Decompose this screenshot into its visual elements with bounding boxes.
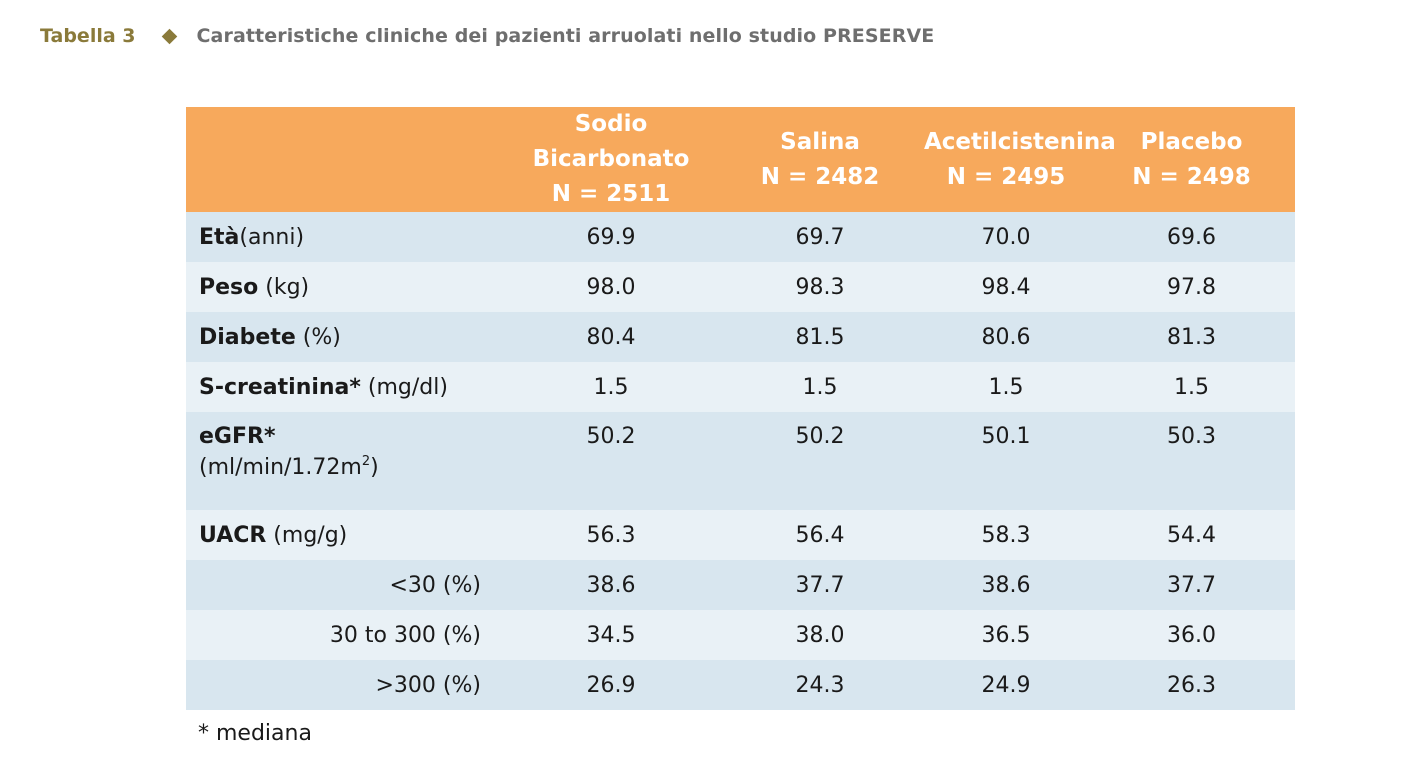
column-name: Acetilcistenina bbox=[924, 128, 1116, 155]
row-label: Peso (kg) bbox=[186, 262, 506, 312]
table-row-peso: Peso (kg) 98.0 98.3 98.4 97.8 bbox=[186, 262, 1295, 312]
column-n: N = 2482 bbox=[760, 163, 880, 190]
table-row-uacr-lt30: <30 (%) 38.6 37.7 38.6 37.7 bbox=[186, 560, 1295, 610]
table-cell: 69.6 bbox=[1167, 224, 1216, 250]
row-label-unit: (%) bbox=[295, 324, 341, 350]
table-cell: 81.3 bbox=[1167, 324, 1216, 350]
row-label-bold: eGFR* bbox=[199, 424, 276, 449]
table-cell: 36.5 bbox=[981, 622, 1031, 648]
table-cell: 38.0 bbox=[795, 622, 845, 648]
row-label: <30 (%) bbox=[389, 572, 482, 598]
column-header-salina: Salina N = 2482 bbox=[716, 107, 924, 212]
table-cell: 69.9 bbox=[586, 224, 636, 250]
table-cell: 24.3 bbox=[795, 672, 845, 698]
row-label-close: ) bbox=[370, 455, 379, 480]
row-label-unit: (anni) bbox=[239, 224, 305, 250]
table-cell: 37.7 bbox=[1167, 572, 1216, 598]
table-cell: 50.3 bbox=[1167, 424, 1216, 449]
column-name: Sodio Bicarbonato bbox=[532, 111, 690, 172]
table-cell: 1.5 bbox=[988, 374, 1024, 400]
table-cell: 70.0 bbox=[981, 224, 1031, 250]
row-label-bold: Età bbox=[199, 224, 240, 250]
row-label-unit: (kg) bbox=[258, 274, 310, 300]
table-row-diabete: Diabete (%) 80.4 81.5 80.6 81.3 bbox=[186, 312, 1295, 362]
column-name: Placebo bbox=[1140, 128, 1243, 155]
caption-title: Caratteristiche cliniche dei pazienti ar… bbox=[196, 25, 935, 47]
table-cell: 50.2 bbox=[795, 424, 845, 449]
column-header-acetilcistenina: Acetilcistenina N = 2495 bbox=[924, 107, 1116, 212]
table-cell: 34.5 bbox=[586, 622, 636, 648]
footnote: * mediana bbox=[198, 721, 312, 746]
row-label: 30 to 300 (%) bbox=[329, 622, 481, 648]
table-row-s-creatinina: S-creatinina* (mg/dl) 1.5 1.5 1.5 1.5 bbox=[186, 362, 1295, 412]
table-cell: 98.3 bbox=[795, 274, 845, 300]
row-label-bold: Diabete bbox=[199, 324, 296, 350]
column-n: N = 2498 bbox=[1132, 163, 1251, 190]
row-label-unit: (ml/min/1.72m bbox=[199, 455, 362, 480]
table-row-eta: Età(anni) 69.9 69.7 70.0 69.6 bbox=[186, 212, 1295, 262]
row-label: eGFR* (ml/min/1.72m2) bbox=[186, 412, 506, 510]
table-cell: 98.0 bbox=[586, 274, 636, 300]
table-cell: 1.5 bbox=[1174, 374, 1209, 400]
table-header-row: Sodio Bicarbonato N = 2511 Salina N = 24… bbox=[186, 107, 1295, 212]
table-cell: 1.5 bbox=[593, 374, 629, 400]
column-header-sodio-bicarbonato: Sodio Bicarbonato N = 2511 bbox=[506, 107, 716, 212]
table-cell: 50.2 bbox=[586, 424, 636, 449]
column-header-placebo: Placebo N = 2498 bbox=[1088, 107, 1295, 212]
row-label: >300 (%) bbox=[375, 672, 482, 698]
row-label: S-creatinina* (mg/dl) bbox=[186, 362, 506, 412]
table-row-uacr: UACR (mg/g) 56.3 56.4 58.3 54.4 bbox=[186, 510, 1295, 560]
table-cell: 38.6 bbox=[586, 572, 636, 598]
superscript: 2 bbox=[361, 454, 371, 469]
table-cell: 38.6 bbox=[981, 572, 1031, 598]
row-label: Diabete (%) bbox=[186, 312, 506, 362]
row-label-unit-line: (ml/min/1.72m2) bbox=[199, 455, 506, 480]
column-n: N = 2511 bbox=[551, 181, 671, 207]
table-cell: 56.4 bbox=[795, 522, 845, 548]
caption-label: Tabella 3 bbox=[40, 25, 136, 47]
row-label-bold: UACR bbox=[199, 522, 267, 548]
table-cell: 58.3 bbox=[981, 522, 1031, 548]
column-n: N = 2495 bbox=[946, 163, 1066, 190]
table-cell: 80.4 bbox=[586, 324, 636, 350]
table-row-uacr-30-300: 30 to 300 (%) 34.5 38.0 36.5 36.0 bbox=[186, 610, 1295, 660]
table-cell: 36.0 bbox=[1167, 622, 1216, 648]
table-row-uacr-gt300: >300 (%) 26.9 24.3 24.9 26.3 bbox=[186, 660, 1295, 710]
row-label: UACR (mg/g) bbox=[186, 510, 506, 560]
table-cell: 56.3 bbox=[586, 522, 636, 548]
row-label-unit: (mg/dl) bbox=[360, 374, 448, 400]
table-cell: 37.7 bbox=[795, 572, 845, 598]
table-cell: 98.4 bbox=[981, 274, 1031, 300]
column-name: Salina bbox=[780, 128, 860, 155]
row-label: Età(anni) bbox=[186, 212, 506, 262]
table-cell: 54.4 bbox=[1167, 522, 1216, 548]
table-cell: 80.6 bbox=[981, 324, 1031, 350]
table-cell: 69.7 bbox=[795, 224, 845, 250]
table-cell: 81.5 bbox=[795, 324, 845, 350]
clinical-characteristics-table: Sodio Bicarbonato N = 2511 Salina N = 24… bbox=[186, 107, 1295, 710]
table-cell: 50.1 bbox=[981, 424, 1031, 449]
row-label-bold: Peso bbox=[199, 274, 259, 300]
diamond-bullet-icon bbox=[161, 28, 177, 44]
table-cell: 26.9 bbox=[586, 672, 636, 698]
table-cell: 24.9 bbox=[981, 672, 1031, 698]
table-caption: Tabella 3 Caratteristiche cliniche dei p… bbox=[40, 22, 934, 50]
table-cell: 97.8 bbox=[1167, 274, 1216, 300]
header-empty-cell bbox=[186, 107, 506, 212]
table-cell: 26.3 bbox=[1167, 672, 1216, 698]
row-label-unit: (mg/g) bbox=[266, 522, 348, 548]
row-label-bold: S-creatinina* bbox=[199, 374, 361, 400]
table-cell: 1.5 bbox=[802, 374, 838, 400]
table-row-egfr: eGFR* (ml/min/1.72m2) 50.2 50.2 50.1 50.3 bbox=[186, 412, 1295, 510]
